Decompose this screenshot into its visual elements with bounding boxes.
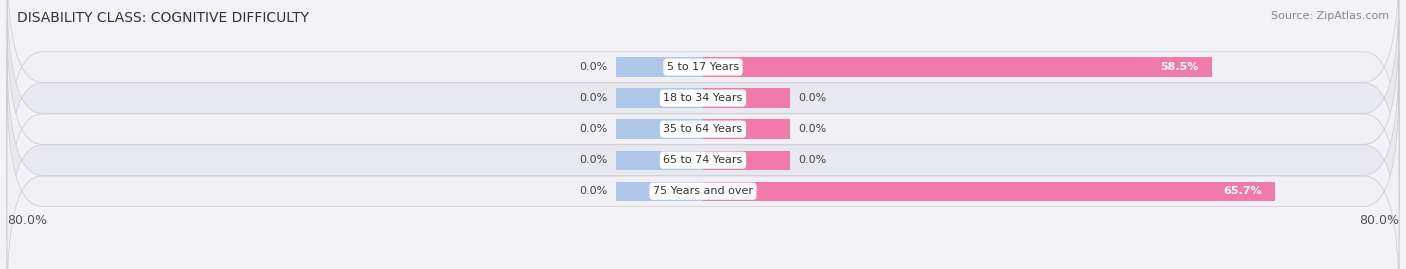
Text: 65 to 74 Years: 65 to 74 Years: [664, 155, 742, 165]
Text: 75 Years and over: 75 Years and over: [652, 186, 754, 196]
Text: 0.0%: 0.0%: [579, 155, 607, 165]
Text: 80.0%: 80.0%: [1360, 214, 1399, 228]
Bar: [616, 151, 703, 170]
Bar: [703, 119, 790, 139]
Bar: [703, 182, 1275, 201]
Bar: [703, 151, 790, 170]
FancyBboxPatch shape: [7, 51, 1399, 269]
Bar: [616, 119, 703, 139]
FancyBboxPatch shape: [7, 0, 1399, 176]
Text: 18 to 34 Years: 18 to 34 Years: [664, 93, 742, 103]
Bar: [616, 182, 703, 201]
Bar: [703, 57, 1212, 77]
FancyBboxPatch shape: [7, 0, 1399, 207]
FancyBboxPatch shape: [7, 82, 1399, 269]
Text: DISABILITY CLASS: COGNITIVE DIFFICULTY: DISABILITY CLASS: COGNITIVE DIFFICULTY: [17, 11, 309, 25]
Text: 5 to 17 Years: 5 to 17 Years: [666, 62, 740, 72]
Text: 0.0%: 0.0%: [799, 93, 827, 103]
FancyBboxPatch shape: [7, 20, 1399, 238]
Text: 0.0%: 0.0%: [799, 155, 827, 165]
Bar: [616, 57, 703, 77]
Text: 0.0%: 0.0%: [579, 124, 607, 134]
Text: 0.0%: 0.0%: [579, 62, 607, 72]
Text: 35 to 64 Years: 35 to 64 Years: [664, 124, 742, 134]
Text: 0.0%: 0.0%: [579, 186, 607, 196]
Text: 65.7%: 65.7%: [1223, 186, 1261, 196]
Text: Source: ZipAtlas.com: Source: ZipAtlas.com: [1271, 11, 1389, 21]
Text: 0.0%: 0.0%: [799, 124, 827, 134]
Text: 0.0%: 0.0%: [579, 93, 607, 103]
Text: 80.0%: 80.0%: [7, 214, 46, 228]
Legend: Male, Female: Male, Female: [640, 264, 766, 269]
Bar: [616, 89, 703, 108]
Text: 58.5%: 58.5%: [1160, 62, 1199, 72]
Bar: [703, 89, 790, 108]
